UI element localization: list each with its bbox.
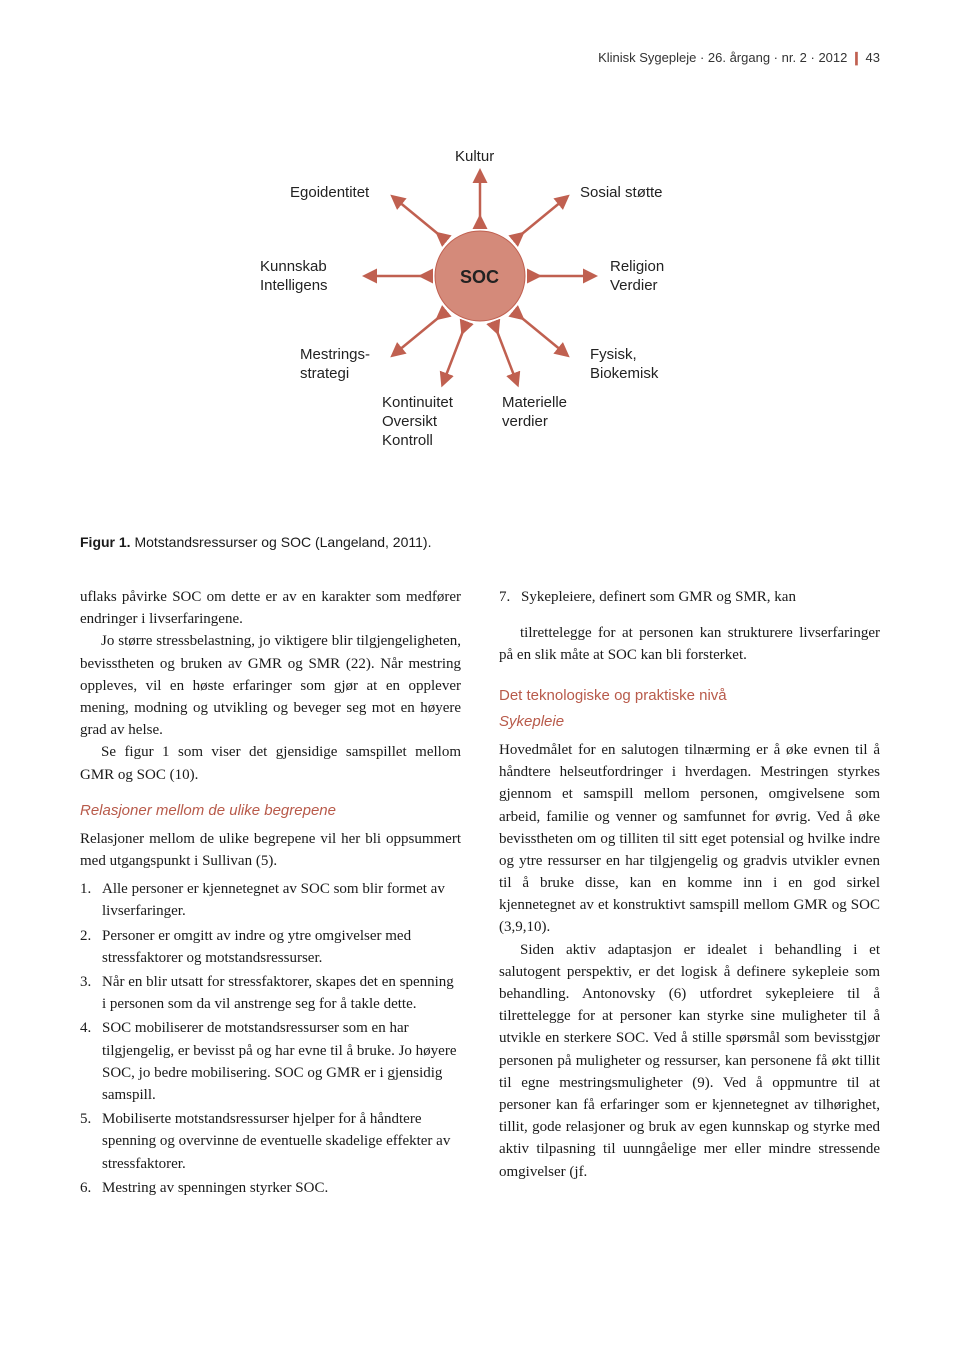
figure-caption: Figur 1. Motstandsressurser og SOC (Lang… bbox=[80, 534, 880, 550]
para-3: Se figur 1 som viser det gjensidige sams… bbox=[80, 741, 461, 785]
caption-bold: Figur 1. bbox=[80, 534, 131, 550]
label-kunnskab: KunnskabIntelligens bbox=[260, 258, 328, 296]
subhead-sykepleie: Sykepleie bbox=[499, 711, 880, 733]
col2-para-3: Siden aktiv adaptasjon er idealet i beha… bbox=[499, 939, 880, 1183]
body-columns: uflaks påvirke SOC om dette er av en kar… bbox=[80, 586, 880, 1199]
col2-para-2: Hovedmålet for en salutogen tilnærming e… bbox=[499, 739, 880, 939]
label-fysisk: Fysisk,Biokemisk bbox=[590, 346, 658, 384]
label-religion: ReligionVerdier bbox=[610, 258, 664, 296]
label-kultur: Kultur bbox=[455, 148, 494, 167]
list-item: 6.Mestring av spenningen styrker SOC. bbox=[80, 1177, 461, 1199]
para-2: Jo større stressbelastning, jo viktigere… bbox=[80, 630, 461, 741]
header-accent: ❙ bbox=[851, 50, 862, 65]
list-item: 1.Alle personer er kjennetegnet av SOC s… bbox=[80, 878, 461, 922]
soc-center-label: SOC bbox=[460, 266, 499, 289]
para-4: Relasjoner mellom de ulike begrepene vil… bbox=[80, 828, 461, 872]
soc-diagram: SOC Kultur Egoidentitet Sosial støtte Ku… bbox=[220, 116, 740, 506]
label-egoidentitet: Egoidentitet bbox=[290, 184, 369, 203]
caption-rest: Motstandsressurser og SOC (Langeland, 20… bbox=[131, 534, 432, 550]
para-1: uflaks påvirke SOC om dette er av en kar… bbox=[80, 586, 461, 630]
subhead-relasjoner: Relasjoner mellom de ulike begrepene bbox=[80, 800, 461, 822]
list-item: 7.Sykepleiere, definert som GMR og SMR, … bbox=[499, 586, 880, 608]
label-kontinuitet: KontinuitetOversiktKontroll bbox=[382, 394, 453, 450]
list-item: 3.Når en blir utsatt for stressfaktorer,… bbox=[80, 971, 461, 1015]
list-item: 5.Mobiliserte motstandsressurser hjelper… bbox=[80, 1108, 461, 1175]
running-header: Klinisk Sygepleje · 26. årgang · nr. 2 ·… bbox=[80, 50, 880, 66]
label-sosial-stotte: Sosial støtte bbox=[580, 184, 663, 203]
page-number: 43 bbox=[866, 50, 880, 65]
subhead-teknologiske: Det teknologiske og praktiske nivå bbox=[499, 685, 880, 707]
journal-name: Klinisk Sygepleje · 26. årgang · nr. 2 ·… bbox=[598, 50, 847, 65]
col2-continuation: tilrettelegge for at personen kan strukt… bbox=[499, 622, 880, 666]
label-mestring: Mestrings-strategi bbox=[300, 346, 370, 384]
diagram-svg bbox=[220, 116, 740, 506]
label-materielle: Materielleverdier bbox=[502, 394, 567, 432]
list-item: 2.Personer er omgitt av indre og ytre om… bbox=[80, 925, 461, 969]
list-item: 4.SOC mobiliserer de motstandsressurser … bbox=[80, 1017, 461, 1106]
